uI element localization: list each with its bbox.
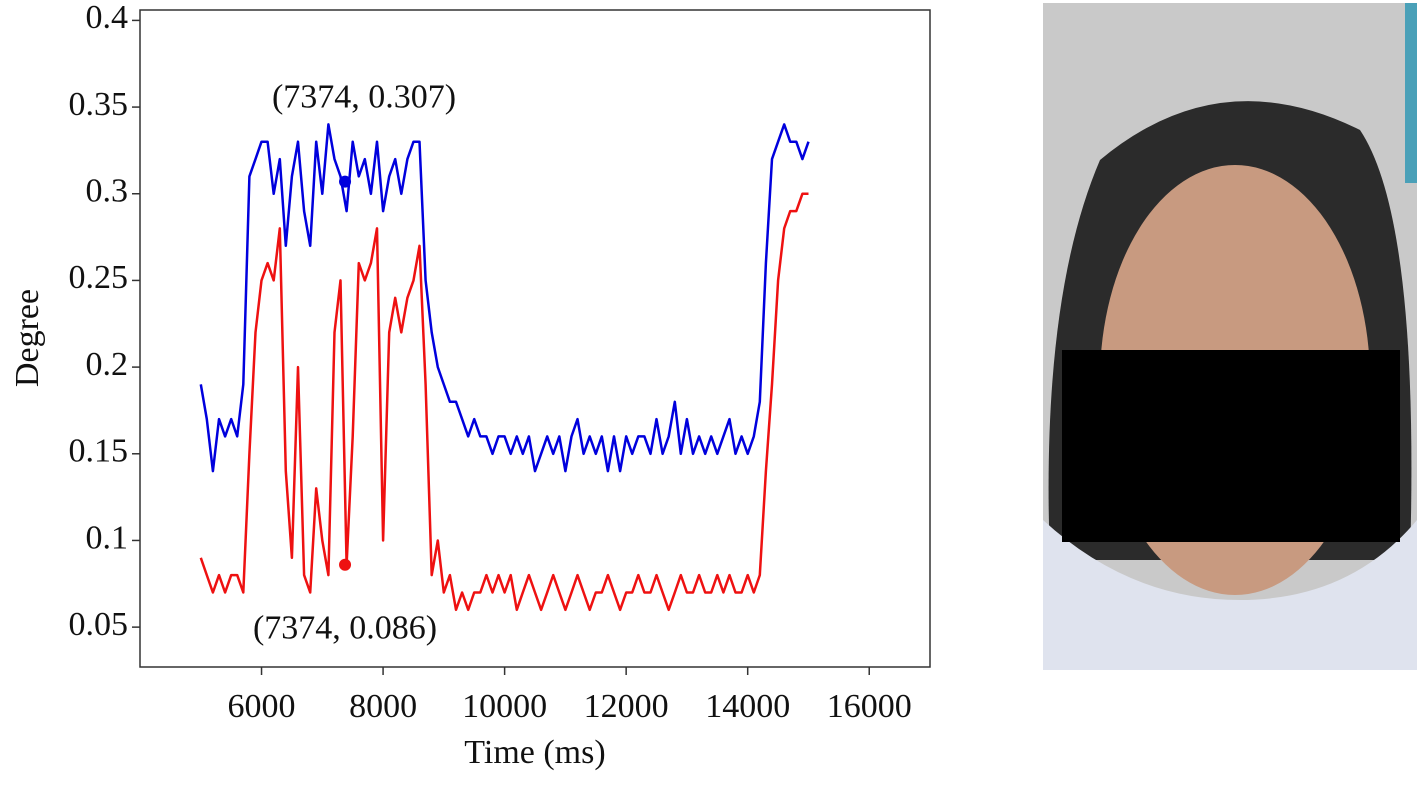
y-tick-label: 0.05: [69, 606, 129, 643]
mask: [1062, 350, 1400, 542]
y-tick-label: 0.4: [86, 0, 129, 36]
y-tick-label: 0.35: [69, 86, 129, 123]
data-line: [199, 123, 810, 473]
photo-edge: [1405, 3, 1417, 183]
photo: [1043, 3, 1417, 670]
x-tick-label: 8000: [349, 688, 417, 725]
y-tick-label: 0.2: [86, 346, 129, 383]
y-tick-label: 0.15: [69, 433, 129, 470]
y-tick-label: 0.3: [86, 173, 129, 210]
x-tick-label: 16000: [827, 688, 912, 725]
y-axis-label: Degree: [9, 289, 46, 387]
x-tick-label: 14000: [705, 688, 790, 725]
y-tick-label: 0.1: [86, 519, 129, 556]
annotation-label: (7374, 0.086): [253, 610, 437, 647]
x-tick-label: 10000: [462, 688, 547, 725]
annotation-label: (7374, 0.307): [272, 78, 456, 115]
y-tick-label: 0.25: [69, 259, 129, 296]
x-tick-label: 6000: [228, 688, 296, 725]
shirt: [1043, 520, 1417, 670]
plot-frame: [139, 9, 931, 668]
annotation-point: [339, 175, 352, 188]
data-line: [199, 192, 809, 612]
annotation-point: [339, 558, 352, 571]
x-axis-label: Time (ms): [464, 734, 605, 771]
x-tick-label: 12000: [584, 688, 669, 725]
